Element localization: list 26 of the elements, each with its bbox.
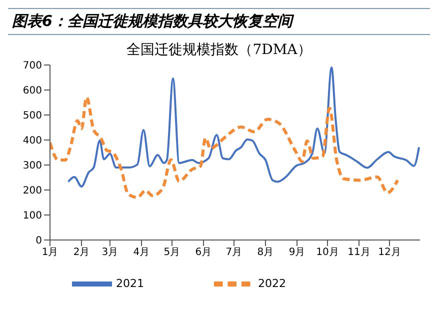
x-tick-label: 2月	[73, 247, 90, 258]
y-tick-label: 700	[22, 60, 42, 72]
chart-title: 图表6：全国迁徙规模指数具较大恢复空间	[8, 8, 430, 35]
legend-label: 2022	[258, 277, 286, 290]
y-tick-label: 200	[22, 186, 42, 197]
x-tick-label: 3月	[102, 247, 118, 258]
y-tick-label: 300	[22, 160, 42, 172]
line-series	[50, 96, 400, 199]
x-tick-label: 11月	[348, 247, 370, 258]
x-tick-label: 10月	[316, 247, 339, 258]
x-tick-label: 6月	[195, 247, 212, 258]
y-tick-label: 600	[22, 86, 42, 97]
y-tick-label: 500	[22, 110, 42, 122]
y-tick-label: 400	[22, 136, 42, 147]
chart-subtitle: 全国迁徙规模指数（7DMA）	[126, 41, 312, 59]
x-tick-label: 9月	[288, 247, 306, 258]
line-series	[67, 66, 420, 188]
x-tick-label: 7月	[226, 247, 242, 258]
x-tick-label: 12月	[378, 247, 401, 258]
legend-label: 2021	[116, 277, 144, 290]
x-tick-label: 4月	[133, 247, 150, 258]
y-tick-label: 0	[36, 236, 42, 247]
x-tick-label: 5月	[164, 247, 180, 258]
y-tick-label: 100	[22, 210, 42, 222]
x-tick-label: 1月	[42, 247, 58, 258]
x-tick-label: 8月	[257, 247, 274, 258]
